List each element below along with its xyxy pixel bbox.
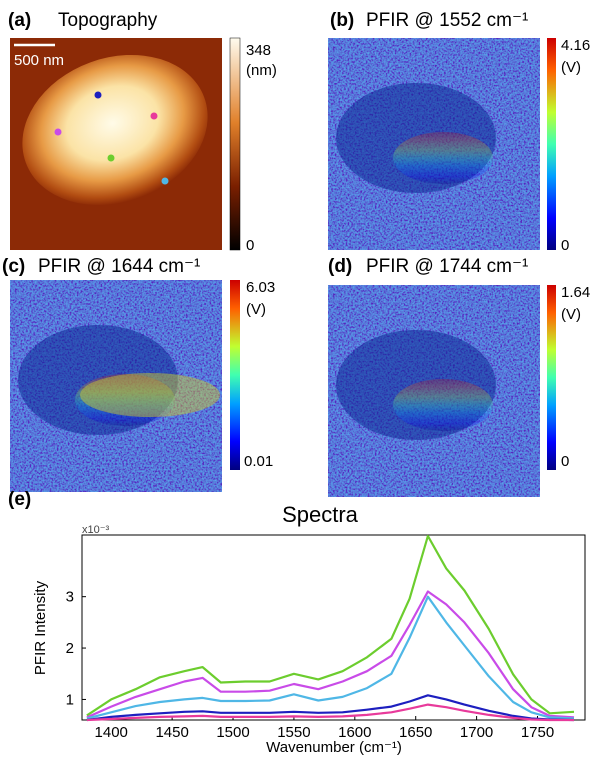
panel-title: PFIR @ 1744 cm⁻¹ bbox=[366, 256, 528, 277]
panel-title: PFIR @ 1552 cm⁻¹ bbox=[366, 10, 528, 31]
x-tick-label: 1600 bbox=[338, 724, 371, 741]
scale-bar-label: 500 nm bbox=[14, 52, 64, 69]
x-axis-label: Wavenumber (cm⁻¹) bbox=[266, 739, 402, 756]
x-tick-label: 1700 bbox=[460, 724, 493, 741]
y-axis-label: PFIR Intensity bbox=[32, 580, 49, 675]
chart-title: Spectra bbox=[282, 502, 359, 527]
y-tick-label: 2 bbox=[66, 640, 74, 657]
topography-cell bbox=[22, 54, 208, 206]
colorbar-unit: (V) bbox=[246, 301, 266, 318]
colorbar-min: 0 bbox=[561, 237, 569, 254]
probe-point bbox=[54, 128, 62, 136]
x-tick-label: 1500 bbox=[216, 724, 249, 741]
probe-point bbox=[150, 112, 158, 120]
colorbar bbox=[547, 285, 556, 470]
panel-title: Topography bbox=[58, 10, 158, 31]
colorbar-max: 4.16 bbox=[561, 37, 590, 54]
spectrum-line bbox=[86, 595, 575, 720]
plot-frame bbox=[81, 534, 586, 721]
colorbar-min: 0 bbox=[246, 237, 254, 254]
colorbar-min: 0 bbox=[561, 453, 569, 470]
x-tick-label: 1550 bbox=[277, 724, 310, 741]
colorbar-unit: (nm) bbox=[246, 62, 277, 79]
probe-point bbox=[161, 177, 169, 185]
y-multiplier: x10⁻³ bbox=[82, 524, 110, 536]
x-tick-label: 1650 bbox=[399, 724, 432, 741]
x-tick-label: 1400 bbox=[95, 724, 128, 741]
spectrum-line bbox=[86, 590, 575, 719]
panel-label: (d) bbox=[328, 256, 352, 277]
pfir-image bbox=[328, 285, 540, 497]
colorbar-unit: (V) bbox=[561, 306, 581, 323]
panel-label: (a) bbox=[8, 10, 31, 31]
panel-label: (e) bbox=[8, 489, 31, 510]
spectra-chart: (e) Spectra x10⁻³ PFIR Intensity Wavenum… bbox=[8, 489, 586, 756]
colorbar-max: 348 bbox=[246, 42, 271, 59]
probe-point bbox=[107, 154, 115, 162]
colorbar-unit: (V) bbox=[561, 59, 581, 76]
x-tick-label: 1750 bbox=[521, 724, 554, 741]
colorbar-max: 1.64 bbox=[561, 284, 590, 301]
pfir-hotspot bbox=[80, 373, 220, 417]
colorbar-min: 0.01 bbox=[244, 453, 273, 470]
y-tick-label: 3 bbox=[66, 589, 74, 606]
y-tick-label: 1 bbox=[66, 691, 74, 708]
colorbar bbox=[229, 37, 241, 251]
panel-label: (c) bbox=[2, 256, 25, 277]
probe-point bbox=[94, 91, 102, 99]
panel-title: PFIR @ 1644 cm⁻¹ bbox=[38, 256, 200, 277]
colorbar-max: 6.03 bbox=[246, 279, 275, 296]
colorbar bbox=[230, 280, 240, 470]
colorbar bbox=[547, 38, 556, 250]
spectrum-line bbox=[86, 694, 575, 722]
spectrum-line bbox=[86, 534, 575, 717]
spectrum-line bbox=[86, 703, 574, 722]
pfir-image bbox=[328, 38, 540, 250]
panel-label: (b) bbox=[330, 10, 354, 31]
x-tick-label: 1450 bbox=[155, 724, 188, 741]
